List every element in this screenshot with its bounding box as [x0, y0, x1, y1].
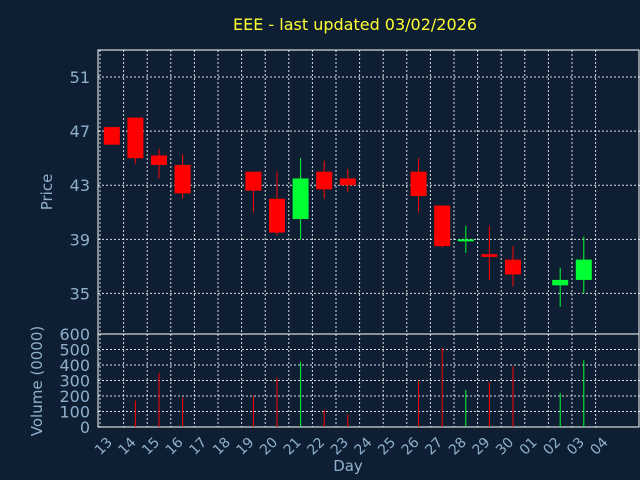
candles: [103, 117, 592, 307]
candle-23: [339, 169, 356, 192]
price-axis-label: Price: [38, 174, 56, 211]
candle-body: [174, 164, 191, 194]
x-axis-label: Day: [333, 457, 363, 475]
day-tick-label: 29: [470, 435, 494, 459]
candle-21: [292, 158, 309, 240]
candle-30: [505, 246, 521, 287]
candle-body: [103, 127, 120, 145]
candle-27: [434, 205, 451, 248]
candle-body: [552, 279, 569, 286]
day-tick-label: 19: [234, 435, 258, 459]
chart-title: EEE - last updated 03/02/2026: [233, 15, 477, 34]
candle-26: [410, 158, 427, 213]
day-tick-label: 23: [328, 435, 352, 459]
day-tick-label: 14: [116, 435, 140, 459]
candle-body: [410, 171, 427, 197]
day-tick-label: 15: [139, 435, 163, 459]
day-tick-label: 28: [446, 435, 470, 459]
candle-13: [103, 127, 120, 145]
x-axis: 13 14 15 16 17 18 19 20 21 22 23 24 25 26 27 28 29 30 01 02…: [92, 435, 612, 459]
price-tick-label: 47: [70, 122, 90, 141]
day-tick-label: 22: [304, 435, 328, 459]
day-tick-label: 20: [257, 435, 281, 459]
volume-tick-label: 200: [59, 387, 90, 406]
volume-tick-label: 600: [59, 325, 90, 344]
day-tick-label: 27: [422, 435, 446, 459]
candle-28: [457, 225, 474, 253]
day-tick-label: 26: [399, 435, 423, 459]
candle-14: [127, 117, 144, 164]
price-panel: 35 39 43 47 51: [70, 49, 640, 335]
price-tick-label: 43: [70, 176, 90, 195]
day-tick-label: 03: [564, 435, 588, 459]
volume-tick-label: 300: [59, 372, 90, 391]
candle-29: [481, 225, 498, 280]
candle-body: [434, 205, 451, 247]
price-tick-label: 39: [70, 230, 90, 249]
candle-body: [151, 155, 167, 165]
day-tick-label: 13: [92, 435, 116, 459]
candle-body: [292, 178, 309, 220]
volume-tick-label: 0: [80, 418, 90, 437]
candle-19: [245, 171, 262, 213]
candle-body: [505, 259, 521, 275]
candle-body: [457, 239, 474, 242]
candle-body: [127, 117, 144, 159]
volume-tick-label: 400: [59, 356, 90, 375]
candle-body: [339, 178, 356, 186]
price-tick-label: 51: [70, 68, 90, 87]
day-tick-label: 01: [517, 435, 541, 459]
day-tick-label: 25: [375, 435, 399, 459]
candle-body: [481, 254, 498, 257]
day-tick-label: 24: [352, 435, 376, 459]
day-tick-label: 18: [210, 435, 234, 459]
candle-22: [316, 160, 333, 199]
volume-tick-label: 500: [59, 341, 90, 360]
volume-axis-label: Volume (0000): [28, 326, 46, 436]
candle-body: [316, 171, 333, 190]
day-tick-label: 02: [540, 435, 564, 459]
candle-16: [174, 154, 191, 199]
day-tick-label: 30: [493, 435, 517, 459]
candle-03: [575, 236, 592, 294]
candle-02: [552, 267, 569, 307]
candle-body: [245, 171, 262, 191]
candle-body: [269, 198, 285, 233]
volume-frame: [97, 333, 640, 428]
day-tick-label: 04: [588, 435, 612, 459]
candle-15: [151, 148, 167, 179]
day-tick-label: 16: [163, 435, 187, 459]
day-tick-label: 21: [281, 435, 305, 459]
price-tick-label: 35: [70, 284, 90, 303]
candle-20: [269, 171, 285, 236]
volume-tick-label: 100: [59, 403, 90, 422]
day-tick-label: 17: [186, 435, 210, 459]
candle-body: [575, 259, 592, 280]
